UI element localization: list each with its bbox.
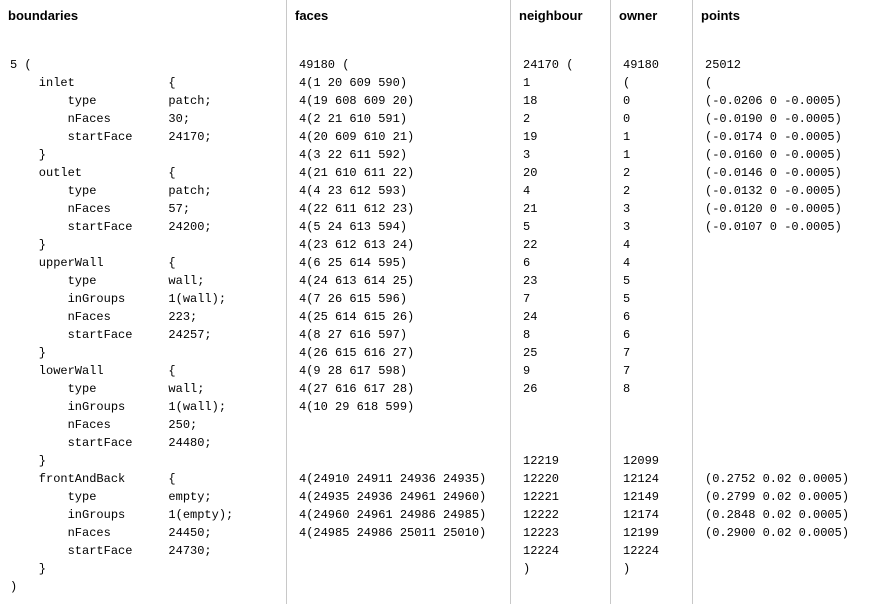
col-points: points 25012 ( (-0.0206 0 -0.0005) (-0.0… xyxy=(692,0,873,604)
faces-listing: 49180 ( 4(1 20 609 590) 4(19 608 609 20)… xyxy=(287,56,510,550)
neighbour-listing: 24170 ( 1 18 2 19 3 20 4 21 5 22 6 23 7 … xyxy=(511,56,610,586)
header-boundaries: boundaries xyxy=(0,0,286,42)
col-owner: owner 49180 ( 0 0 1 1 2 2 3 3 4 4 5 5 6 … xyxy=(610,0,692,604)
col-faces: faces 49180 ( 4(1 20 609 590) 4(19 608 6… xyxy=(286,0,510,604)
header-faces: faces xyxy=(287,0,510,42)
header-points: points xyxy=(693,0,873,42)
header-neighbour: neighbour xyxy=(511,0,610,42)
header-owner: owner xyxy=(611,0,692,42)
owner-listing: 49180 ( 0 0 1 1 2 2 3 3 4 4 5 5 6 6 7 7 … xyxy=(611,56,692,586)
boundaries-listing: 5 ( inlet { type patch; nFaces 30; start… xyxy=(0,56,286,604)
col-neighbour: neighbour 24170 ( 1 18 2 19 3 20 4 21 5 … xyxy=(510,0,610,604)
points-listing: 25012 ( (-0.0206 0 -0.0005) (-0.0190 0 -… xyxy=(693,56,873,550)
col-boundaries: boundaries 5 ( inlet { type patch; nFace… xyxy=(0,0,286,604)
